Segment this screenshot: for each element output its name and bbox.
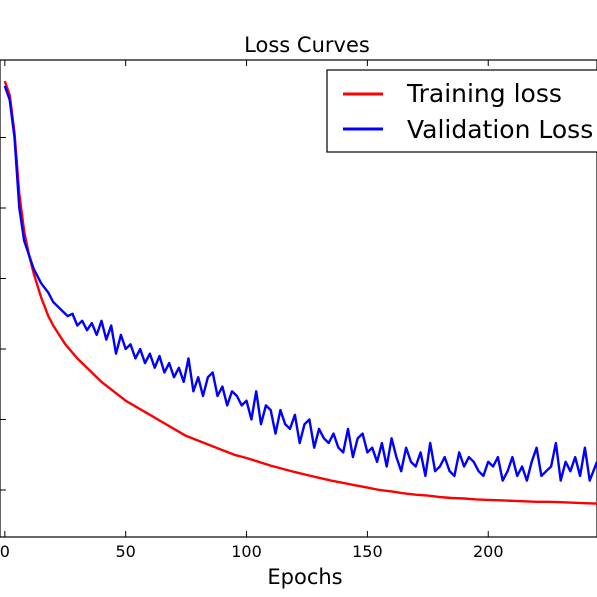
x-tick-label-200: 200 (473, 542, 504, 561)
training-loss-line (3, 80, 597, 505)
legend: Training loss Validation Loss (326, 69, 597, 153)
ticks-layer: 0 50 100 150 200 (0, 60, 504, 561)
chart-title: Loss Curves (244, 33, 370, 57)
legend-box (326, 69, 597, 153)
validation-loss-line (3, 85, 597, 482)
x-tick-label-150: 150 (352, 542, 383, 561)
legend-label-validation: Validation Loss (407, 115, 593, 144)
x-tick-label-100: 100 (231, 542, 262, 561)
legend-label-training: Training loss (406, 79, 562, 108)
x-tick-label-50: 50 (116, 542, 136, 561)
x-axis-label: Epochs (267, 565, 342, 589)
x-tick-label-0: 0 (0, 542, 10, 561)
series-layer (3, 80, 597, 505)
